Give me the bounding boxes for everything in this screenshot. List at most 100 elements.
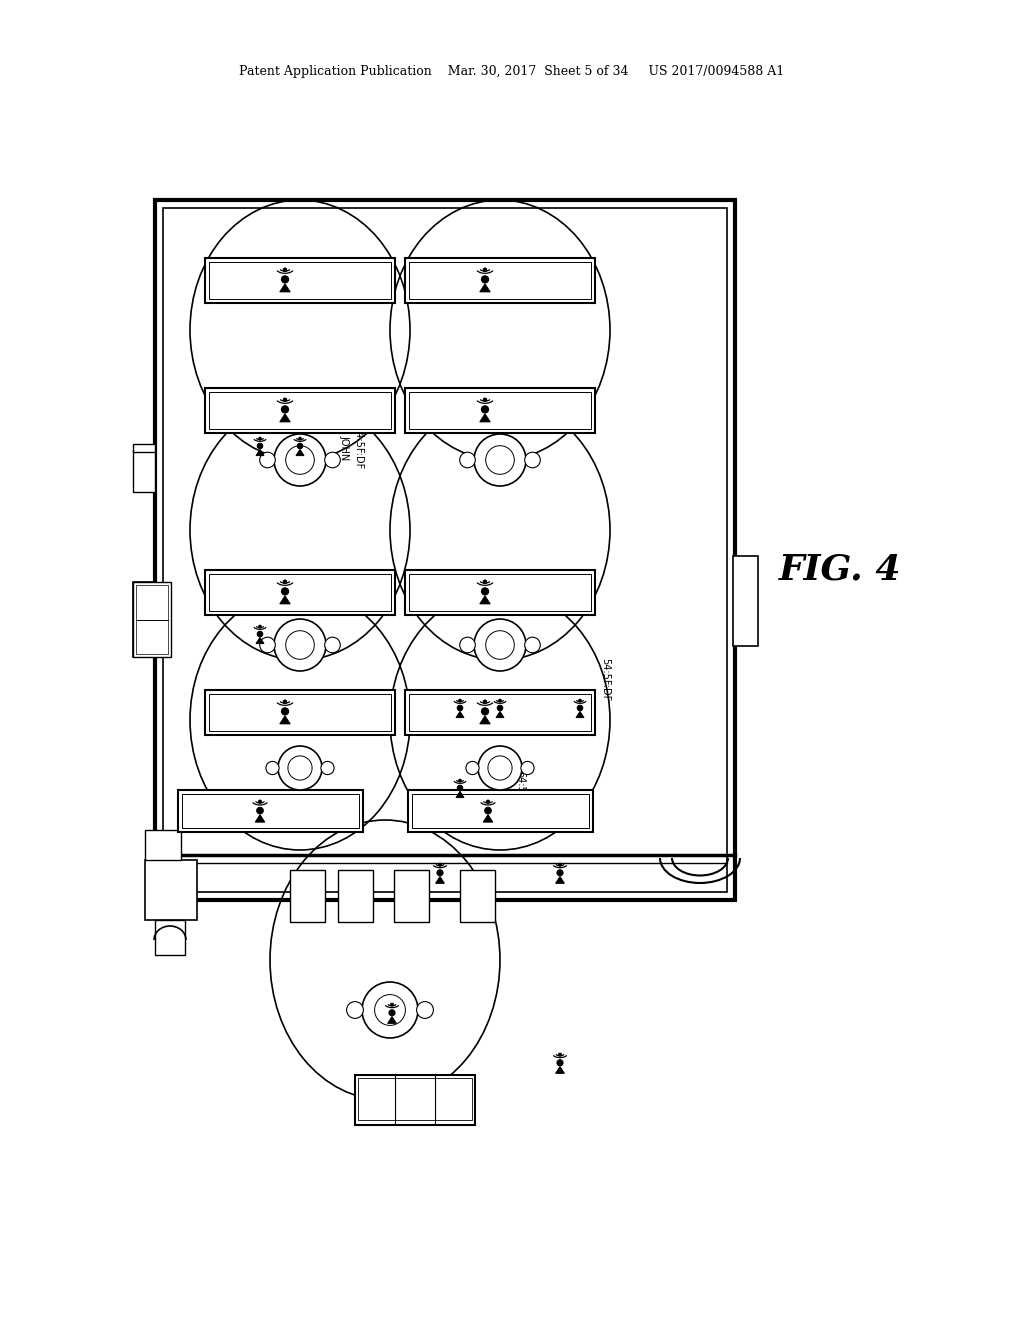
- Circle shape: [286, 446, 314, 474]
- Bar: [355, 1074, 475, 1125]
- Polygon shape: [388, 1016, 396, 1023]
- Bar: [205, 570, 395, 615]
- Circle shape: [483, 399, 486, 401]
- Polygon shape: [480, 595, 490, 603]
- Polygon shape: [280, 284, 290, 292]
- Polygon shape: [480, 284, 490, 292]
- Circle shape: [274, 619, 326, 671]
- Circle shape: [484, 808, 492, 814]
- Circle shape: [498, 705, 503, 710]
- Bar: [205, 690, 395, 735]
- Polygon shape: [296, 449, 304, 455]
- Text: 64:5F:DF: 64:5F:DF: [515, 771, 525, 814]
- Circle shape: [375, 994, 406, 1026]
- Polygon shape: [456, 792, 464, 797]
- Circle shape: [481, 405, 488, 413]
- Circle shape: [459, 700, 461, 702]
- Polygon shape: [435, 876, 444, 883]
- Bar: [460, 870, 495, 921]
- Circle shape: [325, 453, 340, 467]
- Circle shape: [485, 631, 514, 659]
- Polygon shape: [456, 711, 464, 718]
- Text: FIG. 4: FIG. 4: [778, 553, 901, 587]
- Polygon shape: [496, 711, 504, 718]
- Circle shape: [257, 444, 263, 449]
- Circle shape: [259, 626, 261, 628]
- Circle shape: [457, 705, 463, 710]
- Circle shape: [321, 762, 334, 775]
- Circle shape: [282, 587, 289, 595]
- Circle shape: [389, 1010, 395, 1016]
- Circle shape: [299, 437, 301, 440]
- Circle shape: [466, 762, 479, 775]
- Polygon shape: [480, 715, 490, 723]
- Circle shape: [391, 1003, 393, 1006]
- Polygon shape: [556, 1067, 564, 1073]
- Polygon shape: [256, 449, 264, 455]
- Circle shape: [474, 434, 526, 486]
- Polygon shape: [255, 814, 265, 822]
- Bar: [209, 261, 391, 300]
- Bar: [178, 789, 362, 832]
- Bar: [133, 582, 155, 657]
- Bar: [209, 392, 391, 429]
- Circle shape: [325, 638, 340, 653]
- Bar: [406, 570, 595, 615]
- Circle shape: [417, 1002, 433, 1019]
- Circle shape: [478, 746, 522, 789]
- Circle shape: [274, 434, 326, 486]
- Circle shape: [524, 453, 541, 467]
- Circle shape: [559, 1053, 561, 1056]
- Bar: [209, 574, 391, 611]
- Bar: [406, 690, 595, 735]
- Bar: [163, 209, 727, 892]
- Polygon shape: [280, 595, 290, 603]
- Bar: [209, 694, 391, 731]
- Bar: [290, 870, 325, 921]
- Bar: [133, 450, 155, 492]
- Circle shape: [259, 437, 261, 440]
- Bar: [409, 392, 591, 429]
- Bar: [205, 257, 395, 304]
- Polygon shape: [280, 414, 290, 422]
- Circle shape: [258, 800, 261, 803]
- Circle shape: [266, 762, 280, 775]
- Circle shape: [257, 631, 263, 636]
- Circle shape: [559, 863, 561, 866]
- Circle shape: [557, 870, 563, 876]
- Bar: [133, 444, 155, 451]
- Circle shape: [483, 700, 486, 704]
- Text: Patent Application Publication    Mar. 30, 2017  Sheet 5 of 34     US 2017/00945: Patent Application Publication Mar. 30, …: [240, 66, 784, 78]
- Bar: [136, 585, 168, 653]
- Circle shape: [457, 785, 463, 791]
- Text: 44:5F:DF: 44:5F:DF: [529, 689, 539, 731]
- Bar: [155, 920, 185, 954]
- Circle shape: [284, 268, 287, 272]
- Bar: [394, 870, 429, 921]
- Circle shape: [460, 453, 475, 467]
- Circle shape: [362, 982, 418, 1038]
- Circle shape: [288, 756, 312, 780]
- Polygon shape: [556, 876, 564, 883]
- Circle shape: [282, 708, 289, 715]
- Circle shape: [286, 631, 314, 659]
- Polygon shape: [483, 814, 493, 822]
- Circle shape: [499, 700, 501, 702]
- Bar: [155, 201, 735, 900]
- Circle shape: [579, 700, 582, 702]
- Circle shape: [282, 405, 289, 413]
- Polygon shape: [575, 711, 584, 718]
- Circle shape: [483, 268, 486, 272]
- Circle shape: [460, 638, 475, 653]
- Circle shape: [524, 638, 541, 653]
- Circle shape: [485, 446, 514, 474]
- Circle shape: [297, 444, 303, 449]
- Text: 34:5F:DF: 34:5F:DF: [515, 689, 525, 731]
- Bar: [409, 574, 591, 611]
- Circle shape: [578, 705, 583, 710]
- Circle shape: [557, 1060, 563, 1065]
- Circle shape: [521, 762, 535, 775]
- Circle shape: [346, 1002, 364, 1019]
- Bar: [733, 556, 758, 645]
- Bar: [182, 795, 359, 828]
